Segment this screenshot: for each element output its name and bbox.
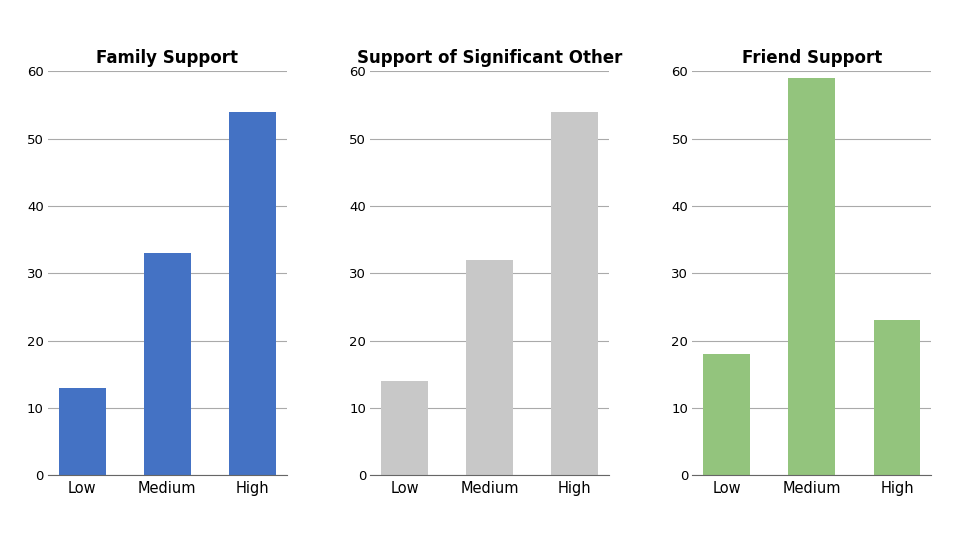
Bar (467, 260, 513, 475)
Text: Indicator: Multidimensional Scale of Perceived Social Support  (MSPSS): Indicator: Multidimensional Scale of Per… (69, 31, 910, 51)
Bar (59, 388, 106, 475)
Title: Family Support: Family Support (96, 49, 238, 67)
Bar (704, 354, 750, 475)
Bar (229, 112, 276, 475)
Bar (874, 320, 921, 475)
Title: Friend Support: Friend Support (742, 49, 882, 67)
Bar (551, 112, 598, 475)
Bar (381, 381, 428, 475)
Bar (144, 253, 191, 475)
Title: Support of Significant Other: Support of Significant Other (357, 49, 622, 67)
Bar (788, 78, 835, 475)
